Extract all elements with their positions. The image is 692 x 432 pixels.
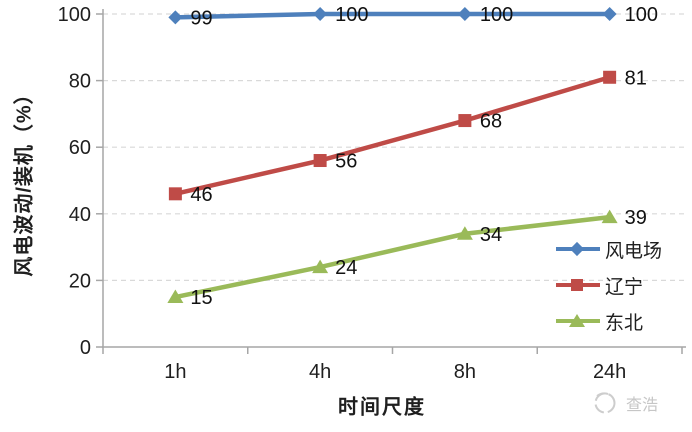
watermark-text: 查浩 [626,396,659,414]
legend: 风电场 辽宁 东北 [556,237,662,345]
data-point-marker [601,209,618,224]
data-point-marker [313,7,328,21]
data-point-marker [456,226,473,240]
x-axis-title: 时间尺度 [338,396,426,419]
y-tick-label: 80 [69,71,91,93]
data-point-marker [168,10,183,25]
legend-item-northeast: 东北 [556,309,662,334]
data-label: 15 [190,287,212,309]
data-point-marker [313,154,327,168]
series-triangle-marker-icon [556,313,600,329]
y-tick-label: 100 [58,4,91,26]
y-tick-label: 0 [80,337,91,359]
legend-item-windfarm: 风电场 [556,237,663,262]
watermark: 查浩 [592,389,658,416]
watermark-logo-icon [594,392,616,414]
legend-item-liaoning: 辽宁 [556,273,662,298]
data-label: 68 [480,111,502,133]
data-point-marker [602,7,617,21]
y-axis-title: 风电波动/装机（%） [13,83,36,277]
data-label: 100 [480,4,513,26]
legend-label: 东北 [605,312,644,334]
series-square-marker-icon [556,277,600,293]
x-tick-label: 1h [164,361,186,383]
data-point-marker [458,114,472,128]
series-line-风电场 [175,11,610,20]
x-tick-label: 4h [309,361,331,383]
x-tick-label: 24h [593,361,626,383]
x-tick-label: 8h [454,361,476,383]
data-point-marker [457,7,472,21]
legend-label: 辽宁 [605,276,644,298]
data-point-marker [168,187,182,201]
data-label: 99 [190,7,212,29]
data-label: 46 [190,184,212,206]
y-tick-label: 20 [69,270,91,292]
data-point-marker [167,289,184,304]
y-tick-label: 60 [69,137,91,159]
data-label: 34 [480,224,502,246]
data-point-marker [603,70,617,84]
series-diamond-marker-icon [556,241,600,257]
data-label: 100 [625,4,658,26]
data-label: 100 [335,4,368,26]
legend-label: 风电场 [605,240,663,262]
data-label: 39 [625,207,647,229]
data-label: 81 [625,67,647,89]
data-label: 56 [335,151,357,173]
series-line-辽宁 [174,75,611,197]
series-line-东北 [174,214,610,300]
y-tick-label: 40 [69,204,91,226]
data-label: 24 [335,257,357,279]
data-point-marker [312,259,329,274]
